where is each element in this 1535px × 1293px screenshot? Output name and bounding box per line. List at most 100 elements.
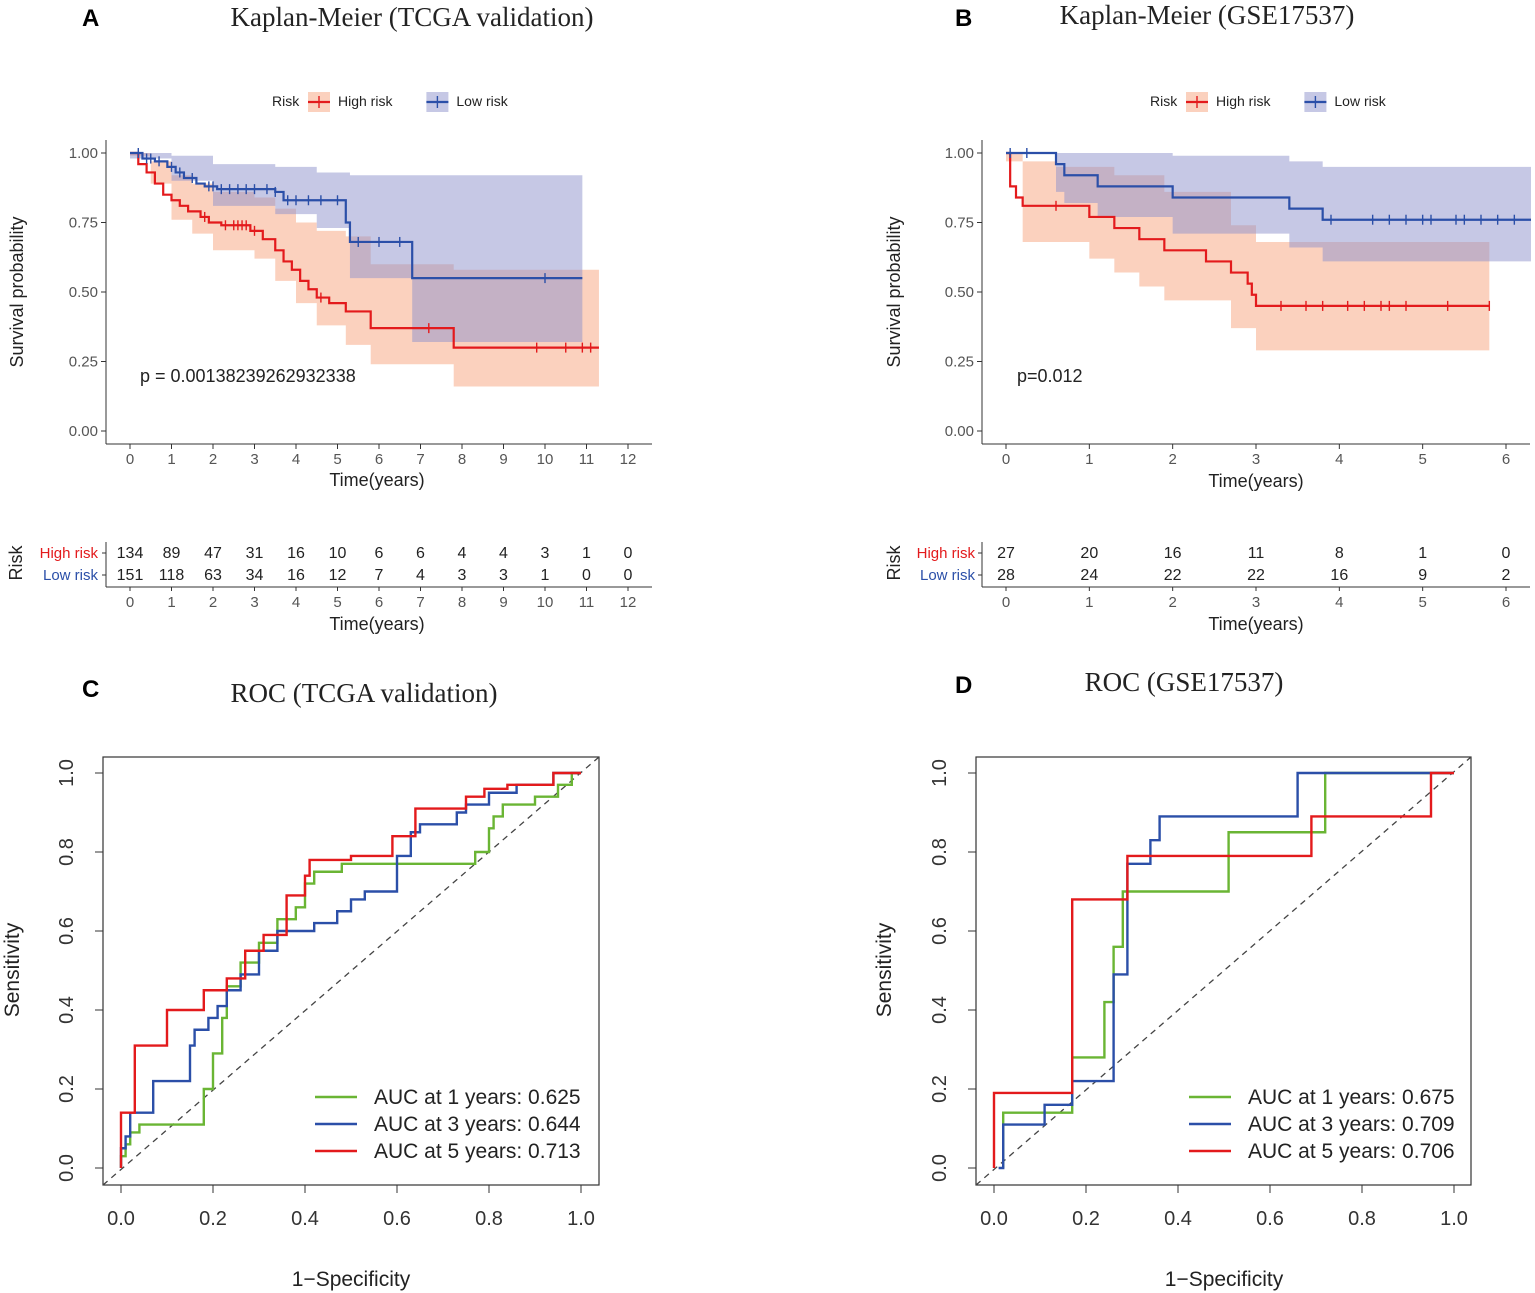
x-tick-label: 8: [458, 451, 466, 468]
risk-count: 6: [416, 545, 425, 562]
roc-curve: [998, 771, 1454, 1170]
x-tick-label: 1: [167, 451, 175, 468]
chart-title: Kaplan-Meier (GSE17537): [1060, 0, 1355, 30]
y-tick-label: 0.75: [69, 215, 98, 232]
y-tick-label: 0.2: [929, 1075, 951, 1103]
x-axis-label: Time(years): [329, 470, 424, 490]
x-axis-label: 1−Specificity: [292, 1268, 411, 1291]
x-tick-label: 5: [1418, 451, 1426, 468]
y-tick-label: 0.0: [929, 1154, 951, 1182]
x-tick-label: 0.2: [199, 1208, 227, 1230]
risk-x-tick-label: 4: [292, 594, 300, 611]
risk-count: 22: [1247, 567, 1265, 584]
roc-curve: [119, 771, 581, 1168]
risk-row-label: Low risk: [920, 567, 976, 584]
x-tick-label: 5: [333, 451, 341, 468]
panel-b: B Kaplan-Meier (GSE17537) Risk High risk L…: [884, 0, 1531, 634]
risk-x-tick-label: 6: [1502, 594, 1510, 611]
risk-row-label: Low risk: [43, 567, 99, 584]
risk-count: 22: [1164, 567, 1182, 584]
risk-x-tick-label: 1: [1085, 594, 1093, 611]
risk-x-tick-label: 5: [1418, 594, 1426, 611]
panel-a: A Kaplan-Meier (TCGA validation) Risk Hig…: [6, 2, 652, 634]
legend-entry: Low risk: [456, 93, 508, 109]
risk-count: 16: [1164, 545, 1182, 562]
y-axis-label: Survival probability: [7, 216, 27, 367]
risk-count: 0: [624, 545, 633, 562]
legend-title: Risk: [1150, 93, 1178, 109]
p-value: p = 0.00138239262932338: [140, 366, 356, 386]
risk-count: 20: [1080, 545, 1098, 562]
km-plot: 0.00 0.25 0.50 0.75 1.00 0 1 2 3 4 5 6: [945, 140, 1531, 468]
risk-table-label: Risk: [6, 545, 26, 581]
y-axis-label: Sensitivity: [873, 922, 896, 1017]
survival-curve: [130, 151, 583, 280]
x-tick-label: 0.2: [1072, 1208, 1100, 1230]
y-tick-label: 0.6: [929, 917, 951, 945]
km-plot: 0.000.250.500.751.000 1 2 3 4 5 6 7 8 9 10 11 12: [69, 140, 652, 468]
x-axis-label: 1−Specificity: [1165, 1268, 1284, 1291]
x-tick-label: 0.4: [1164, 1208, 1192, 1230]
x-tick-label: 1: [1085, 451, 1093, 468]
risk-count: 9: [1418, 567, 1427, 584]
x-tick-label: 0.6: [383, 1208, 411, 1230]
y-tick-label: 1.0: [56, 759, 78, 787]
y-tick-label: 0.00: [945, 423, 974, 440]
legend: Risk High risk Low risk: [272, 92, 509, 112]
panel-label: C: [82, 676, 99, 703]
confidence-band: [1006, 153, 1531, 262]
risk-count: 1: [1418, 545, 1427, 562]
survival-curve: [1006, 151, 1490, 307]
x-tick-label: 3: [250, 451, 258, 468]
p-value: p=0.012: [1017, 366, 1083, 386]
legend-entry: AUC at 5 years: 0.706: [1248, 1140, 1455, 1163]
risk-count: 27: [997, 545, 1015, 562]
risk-count: 28: [997, 567, 1015, 584]
x-tick-label: 0.6: [1256, 1208, 1284, 1230]
roc-plot: 0.0 0.2 0.4 0.6 0.8 1.0 0.0 0.2 0.4 0.6 0.8 1.0 AUC …: [929, 756, 1472, 1230]
risk-count: 1: [582, 545, 591, 562]
risk-x-tick-label: 3: [1252, 594, 1260, 611]
risk-table-label: Risk: [884, 545, 904, 581]
risk-count: 134: [117, 545, 144, 562]
y-axis-label: Sensitivity: [1, 922, 24, 1017]
legend-entry: High risk: [338, 93, 393, 109]
x-tick-label: 2: [209, 451, 217, 468]
panel-c: C ROC (TCGA validation) 0.0 0.2 0.4 0.6 0.8 1…: [1, 676, 600, 1291]
risk-count: 3: [458, 567, 467, 584]
risk-count: 63: [204, 567, 222, 584]
legend-entry: AUC at 1 years: 0.675: [1248, 1086, 1455, 1109]
risk-count: 4: [416, 567, 425, 584]
y-tick-label: 1.00: [945, 145, 974, 162]
risk-row-label: High risk: [917, 545, 976, 562]
risk-count: 16: [287, 545, 305, 562]
legend-entry: AUC at 1 years: 0.625: [374, 1086, 581, 1109]
x-axis-label: Time(years): [1208, 471, 1303, 491]
risk-row-label: High risk: [40, 545, 99, 562]
y-tick-label: 0.6: [56, 917, 78, 945]
risk-count: 10: [329, 545, 347, 562]
x-tick-label: 0.8: [1348, 1208, 1376, 1230]
risk-x-tick-label: 0: [1002, 594, 1010, 611]
chart-title: Kaplan-Meier (TCGA validation): [231, 2, 594, 32]
risk-x-tick-label: 12: [620, 594, 637, 611]
y-tick-label: 1.0: [929, 759, 951, 787]
x-tick-label: 0.8: [475, 1208, 503, 1230]
risk-table-x-label: Time(years): [1208, 614, 1303, 634]
x-tick-label: 0.0: [980, 1208, 1008, 1230]
risk-x-tick-label: 7: [416, 594, 424, 611]
risk-x-tick-label: 6: [375, 594, 383, 611]
x-tick-label: 1.0: [1440, 1208, 1468, 1230]
risk-x-tick-label: 2: [209, 594, 217, 611]
legend-entry: AUC at 3 years: 0.644: [374, 1113, 581, 1136]
y-tick-label: 0.50: [945, 284, 974, 301]
risk-count: 6: [375, 545, 384, 562]
panel-label: A: [82, 5, 99, 32]
panel-label: B: [955, 5, 972, 32]
risk-count: 3: [541, 545, 550, 562]
risk-x-tick-label: 2: [1168, 594, 1176, 611]
risk-x-tick-label: 4: [1335, 594, 1343, 611]
risk-x-tick-label: 9: [499, 594, 507, 611]
risk-count: 89: [163, 545, 181, 562]
